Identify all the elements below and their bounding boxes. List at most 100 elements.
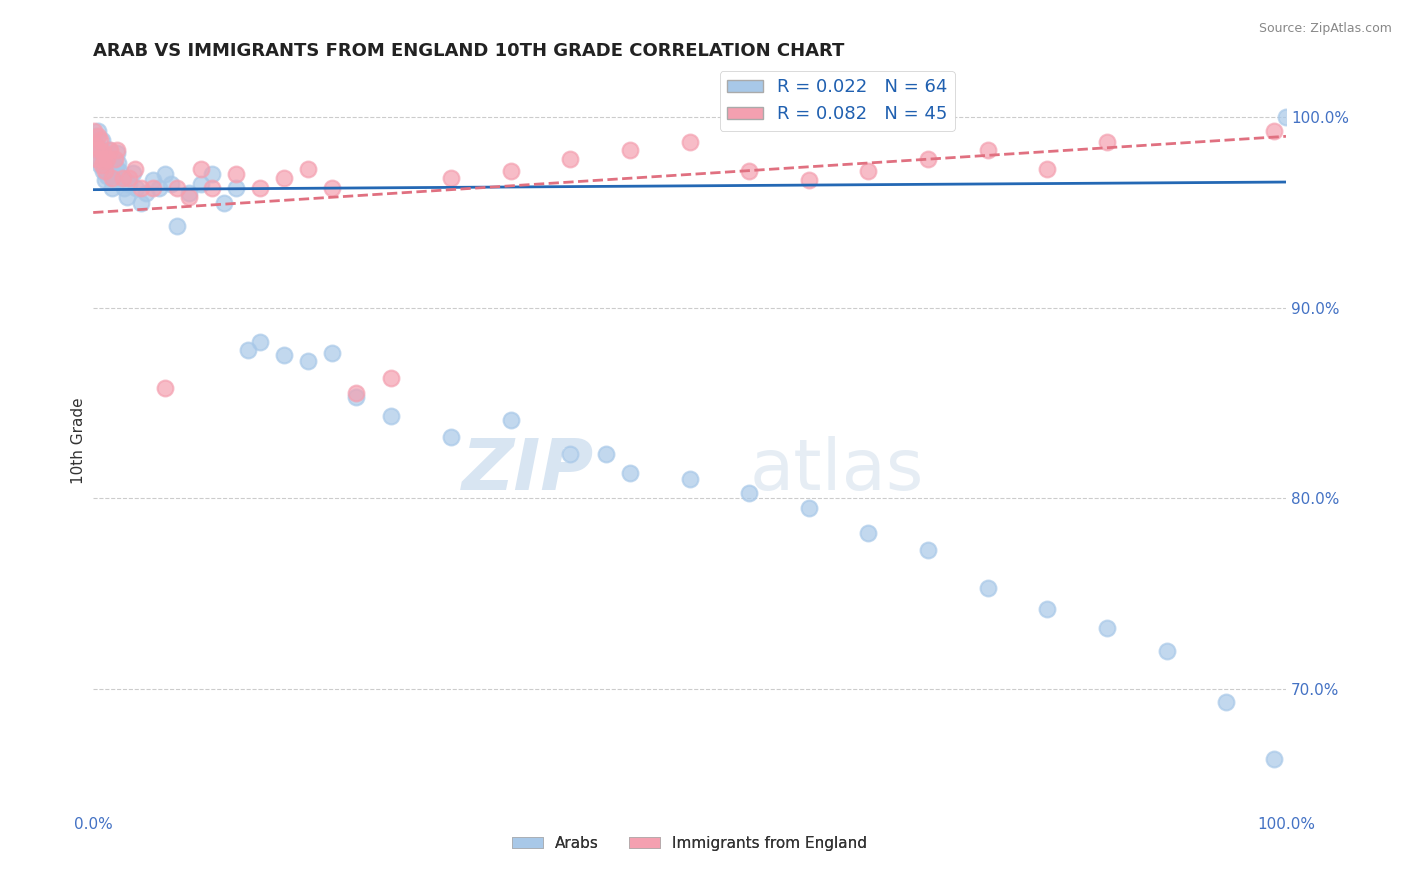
- Point: [225, 180, 247, 194]
- Point: [111, 171, 134, 186]
- Point: [97, 143, 120, 157]
- Point: [1095, 135, 1118, 149]
- Point: [499, 413, 522, 427]
- Point: [125, 180, 148, 194]
- Point: [977, 143, 1000, 157]
- Point: [560, 152, 582, 166]
- Point: [440, 171, 463, 186]
- Point: [87, 129, 110, 144]
- Point: [214, 196, 236, 211]
- Point: [124, 161, 146, 176]
- Point: [107, 156, 129, 170]
- Point: [1036, 601, 1059, 615]
- Point: [1156, 643, 1178, 657]
- Point: [108, 163, 131, 178]
- Point: [177, 190, 200, 204]
- Point: [201, 180, 224, 194]
- Point: [858, 525, 880, 540]
- Point: [100, 152, 122, 166]
- Point: [93, 154, 115, 169]
- Point: [86, 139, 108, 153]
- Point: [105, 143, 128, 157]
- Point: [1095, 621, 1118, 635]
- Point: [98, 165, 121, 179]
- Text: ARAB VS IMMIGRANTS FROM ENGLAND 10TH GRADE CORRELATION CHART: ARAB VS IMMIGRANTS FROM ENGLAND 10TH GRA…: [93, 42, 845, 60]
- Point: [84, 152, 107, 166]
- Point: [93, 148, 115, 162]
- Point: [858, 163, 880, 178]
- Point: [94, 173, 117, 187]
- Point: [977, 581, 1000, 595]
- Point: [91, 145, 114, 159]
- Point: [84, 139, 107, 153]
- Point: [321, 346, 343, 360]
- Point: [83, 123, 105, 137]
- Point: [225, 168, 247, 182]
- Point: [89, 158, 111, 172]
- Point: [738, 163, 761, 178]
- Point: [142, 173, 165, 187]
- Point: [87, 123, 110, 137]
- Point: [619, 143, 641, 157]
- Point: [678, 472, 700, 486]
- Point: [249, 334, 271, 349]
- Point: [86, 152, 108, 166]
- Point: [201, 168, 224, 182]
- Point: [190, 177, 212, 191]
- Point: [96, 169, 118, 184]
- Point: [121, 165, 143, 179]
- Point: [101, 171, 124, 186]
- Point: [595, 447, 617, 461]
- Point: [321, 180, 343, 194]
- Point: [273, 171, 295, 186]
- Point: [560, 447, 582, 461]
- Text: ZIP: ZIP: [463, 436, 595, 505]
- Point: [440, 430, 463, 444]
- Point: [238, 343, 260, 357]
- Text: atlas: atlas: [749, 436, 924, 505]
- Point: [273, 348, 295, 362]
- Point: [297, 161, 319, 176]
- Point: [499, 163, 522, 178]
- Point: [1215, 695, 1237, 709]
- Point: [112, 180, 135, 194]
- Point: [90, 133, 112, 147]
- Point: [118, 177, 141, 191]
- Point: [98, 143, 121, 157]
- Point: [118, 171, 141, 186]
- Point: [917, 542, 939, 557]
- Point: [797, 500, 820, 515]
- Point: [104, 152, 127, 166]
- Point: [89, 133, 111, 147]
- Point: [1263, 123, 1285, 137]
- Point: [249, 180, 271, 194]
- Point: [917, 152, 939, 166]
- Point: [96, 158, 118, 172]
- Point: [148, 180, 170, 194]
- Point: [738, 485, 761, 500]
- Point: [101, 180, 124, 194]
- Point: [135, 186, 157, 201]
- Point: [190, 161, 212, 176]
- Point: [111, 171, 134, 186]
- Point: [380, 371, 402, 385]
- Point: [105, 146, 128, 161]
- Point: [129, 196, 152, 211]
- Point: [344, 390, 367, 404]
- Point: [104, 160, 127, 174]
- Point: [153, 381, 176, 395]
- Point: [104, 173, 127, 187]
- Text: Source: ZipAtlas.com: Source: ZipAtlas.com: [1258, 22, 1392, 36]
- Point: [166, 219, 188, 233]
- Point: [115, 190, 138, 204]
- Point: [90, 158, 112, 172]
- Point: [91, 163, 114, 178]
- Point: [142, 180, 165, 194]
- Point: [797, 173, 820, 187]
- Point: [678, 135, 700, 149]
- Point: [166, 180, 188, 194]
- Point: [83, 129, 105, 144]
- Point: [96, 152, 118, 166]
- Point: [129, 180, 152, 194]
- Point: [297, 354, 319, 368]
